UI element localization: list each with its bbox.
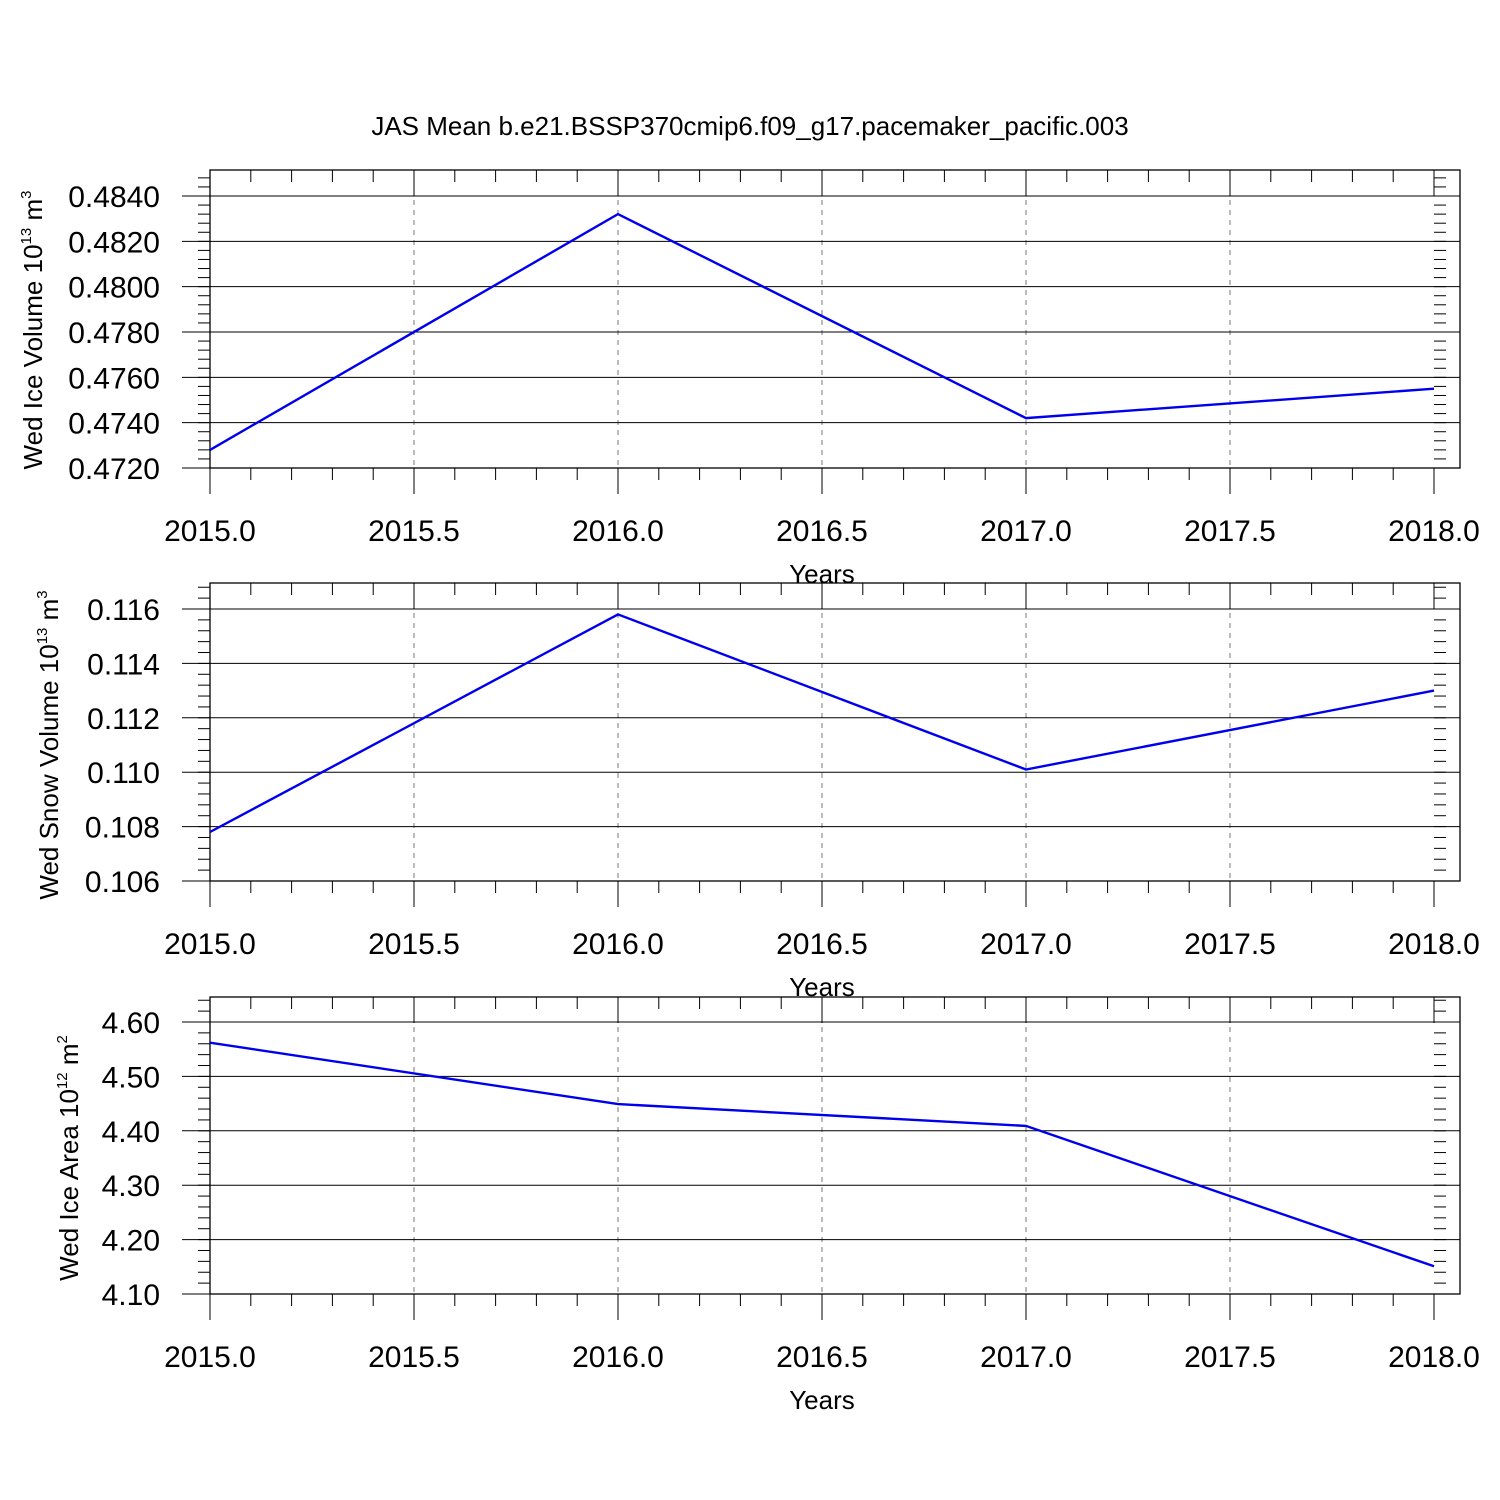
y-tick-label: 0.4800 [68,272,160,305]
series-line [209,1041,1435,1268]
panels: 0.4720 0.4740 0.4760 0.4780 0.4800 0.4820 0.48… [18,169,1480,1415]
x-tick-label: 2018.0 [1388,1341,1480,1374]
plot-frame [209,996,1461,1295]
x-tick-label: 2016.5 [776,1341,868,1374]
y-axis-label-unit-exponent: 2 [54,1035,71,1043]
y-axis-label: Wed Snow Volume 1013 m3 [34,590,64,899]
panel-3: 4.10 4.20 4.30 4.40 4.50 4.60 2015.0 2015.5 2016… [54,996,1480,1415]
y-tick-label: 0.4720 [68,453,160,486]
x-tick-label: 2016.0 [572,515,664,548]
y-axis-label: Wed Ice Volume 1013 m3 [18,191,48,470]
series-line [209,212,1435,451]
x-tick-label: 2015.5 [368,1341,460,1374]
y-tick-label: 4.60 [102,1007,160,1040]
x-tick-label: 2016.0 [572,1341,664,1374]
y-tick-label: 0.110 [87,757,160,790]
y-tick-label: 0.4740 [68,408,160,441]
y-tick-label: 4.30 [102,1170,160,1203]
y-axis-label-exponent: 13 [34,628,51,645]
panel-2: 0.106 0.108 0.110 0.112 0.114 0.116 2015.0 2015… [34,582,1480,1002]
y-axis-label-unit: m [54,1044,84,1073]
y-axis-label-unit-exponent: 3 [34,590,51,598]
x-tick-label: 2017.0 [980,1341,1072,1374]
x-axis-label: Years [789,1385,855,1415]
x-tick-label: 2018.0 [1388,515,1480,548]
x-tick-label: 2018.0 [1388,928,1480,961]
y-tick-label: 4.50 [102,1061,160,1094]
x-tick-label: 2017.0 [980,928,1072,961]
plot-frame [209,169,1461,469]
y-tick-label: 4.20 [102,1225,160,1258]
y-axis-label-exponent: 12 [54,1072,71,1089]
y-axis-label-unit: m [34,599,64,628]
y-axis-label-unit-exponent: 3 [18,191,35,199]
y-tick-label: 4.40 [102,1116,160,1149]
chart-title: JAS Mean b.e21.BSSP370cmip6.f09_g17.pace… [371,111,1128,141]
x-tick-label: 2015.0 [164,928,256,961]
x-tick-label: 2015.5 [368,515,460,548]
y-tick-label: 0.114 [87,648,160,681]
y-tick-label: 0.112 [87,703,160,736]
y-axis-label-text: Wed Ice Area 10 [54,1089,84,1281]
y-tick-label: 0.106 [85,866,160,899]
x-tick-label: 2017.5 [1184,515,1276,548]
y-tick-label: 0.4820 [68,226,160,259]
x-tick-label: 2016.5 [776,928,868,961]
series-line [209,613,1435,834]
x-tick-label: 2015.0 [164,1341,256,1374]
y-tick-label: 0.4840 [68,181,160,214]
x-tick-label: 2016.0 [572,928,664,961]
panel-1: 0.4720 0.4740 0.4760 0.4780 0.4800 0.4820 0.48… [18,169,1480,589]
x-tick-label: 2017.5 [1184,1341,1276,1374]
y-tick-label: 4.10 [102,1279,160,1312]
y-axis-label-text: Wed Snow Volume 10 [34,644,64,899]
y-axis-label: Wed Ice Area 1012 m2 [54,1035,84,1281]
y-axis-label-text: Wed Ice Volume 10 [18,244,48,469]
x-tick-label: 2016.5 [776,515,868,548]
y-axis-label-exponent: 13 [18,228,35,245]
x-tick-label: 2017.5 [1184,928,1276,961]
y-axis-label-unit: m [18,199,48,228]
y-tick-label: 0.4780 [68,317,160,350]
x-tick-label: 2017.0 [980,515,1072,548]
x-tick-label: 2015.5 [368,928,460,961]
y-tick-label: 0.108 [85,812,160,845]
y-tick-label: 0.116 [87,594,160,627]
y-tick-label: 0.4760 [68,362,160,395]
x-tick-label: 2015.0 [164,515,256,548]
